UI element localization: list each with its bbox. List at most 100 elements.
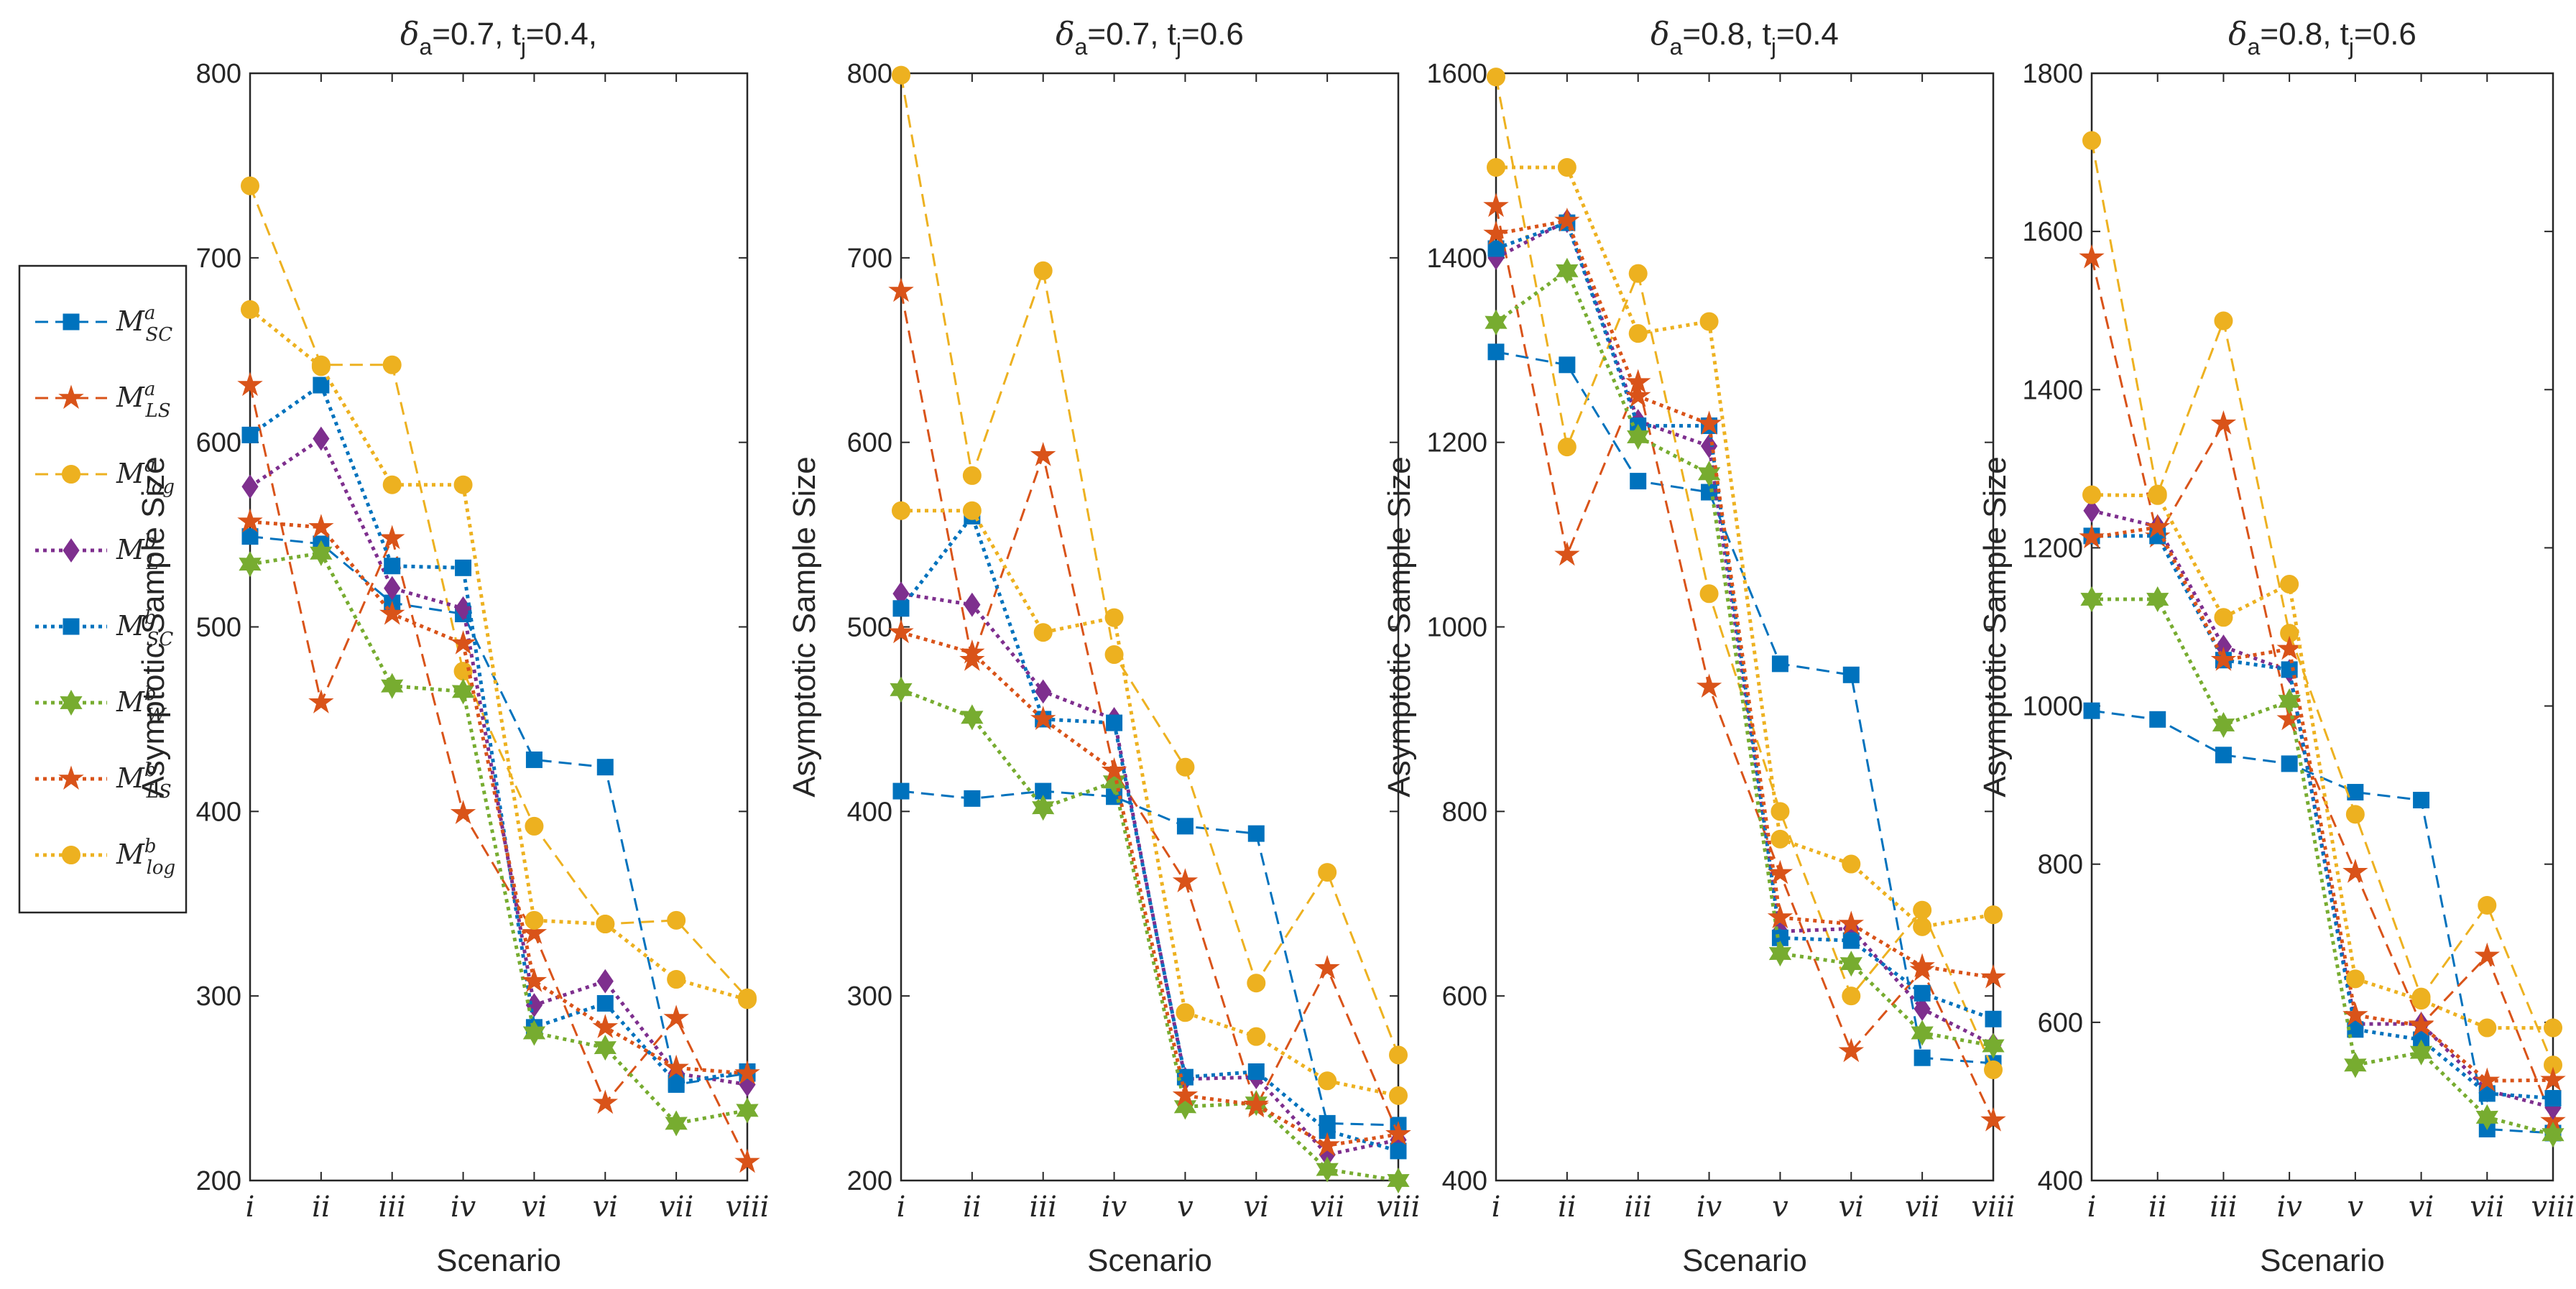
series-line	[901, 509, 1399, 1098]
data-point	[308, 514, 334, 538]
series-line	[2090, 140, 2554, 1066]
legend-label: Ma LS	[116, 379, 171, 422]
data-point	[888, 277, 914, 302]
data-point	[2544, 1090, 2562, 1107]
data-point	[1985, 1010, 2002, 1027]
data-point	[2345, 805, 2365, 824]
x-tick-label: vi	[522, 1191, 547, 1224]
x-tick-label: viii	[2531, 1191, 2575, 1224]
data-point	[592, 1089, 619, 1114]
data-point	[1980, 1106, 2006, 1132]
data-point	[2210, 410, 2237, 435]
series-MbLS	[888, 619, 1411, 1157]
data-point	[2347, 784, 2364, 801]
data-point	[450, 800, 476, 825]
data-point	[1913, 1049, 1931, 1066]
data-point	[1909, 953, 1935, 978]
y-tick-label: 600	[2038, 1008, 2083, 1038]
y-tick-label: 1000	[1426, 613, 1487, 643]
data-point	[959, 639, 985, 664]
series-line	[249, 384, 749, 1163]
y-tick-label: 800	[847, 59, 892, 89]
series-Mblog	[2082, 485, 2562, 1038]
data-point	[959, 647, 985, 671]
data-point	[1176, 757, 1195, 777]
y-tick-label: 300	[196, 981, 241, 1012]
data-point	[594, 1035, 617, 1061]
data-point	[1104, 608, 1124, 627]
y-tick-label: 1000	[2022, 692, 2083, 722]
data-point	[1625, 382, 1651, 407]
data-point	[2082, 131, 2101, 150]
x-tick-label: vi	[1244, 1191, 1269, 1224]
data-point	[1030, 706, 1056, 731]
data-point	[1106, 714, 1123, 731]
data-point	[241, 474, 259, 499]
series-MbW	[239, 540, 759, 1137]
data-point	[1387, 1167, 1410, 1194]
data-point	[2214, 311, 2233, 331]
series-line	[1495, 267, 1994, 1048]
data-point	[1033, 623, 1053, 642]
x-tick-label: iv	[2276, 1191, 2302, 1224]
data-point	[381, 673, 404, 699]
data-point	[384, 558, 401, 575]
data-point	[1913, 900, 1932, 920]
x-tick-label: viii	[726, 1191, 770, 1224]
y-tick-label: 800	[2038, 850, 2083, 880]
data-point	[1628, 324, 1648, 343]
data-point	[888, 619, 914, 644]
data-point	[734, 1148, 760, 1173]
legend-entry-Mblog: Mb log	[35, 836, 175, 879]
data-point	[313, 426, 330, 451]
data-point	[1101, 757, 1127, 782]
data-point	[1389, 1045, 1408, 1065]
data-point	[890, 676, 913, 703]
data-point	[1483, 193, 1509, 218]
data-point	[2079, 244, 2105, 269]
data-point	[1768, 941, 1792, 967]
legend-marker	[63, 313, 80, 331]
data-point	[1556, 257, 1579, 284]
data-point	[311, 357, 331, 376]
data-point	[1035, 679, 1052, 704]
data-point	[2474, 942, 2501, 967]
data-point	[2278, 688, 2301, 715]
data-point	[313, 376, 330, 394]
axes-box	[2090, 72, 2554, 1182]
x-tick-label: i	[897, 1191, 906, 1224]
data-point	[596, 969, 614, 994]
data-point	[1913, 917, 1932, 936]
y-tick-label: 600	[196, 428, 241, 458]
series-line	[2092, 534, 2554, 1100]
data-point	[1982, 1032, 2005, 1059]
data-point	[2210, 647, 2237, 671]
data-point	[2214, 608, 2233, 627]
data-point	[961, 704, 984, 731]
series-MbLS	[2079, 514, 2566, 1092]
series-MbLS	[237, 508, 760, 1085]
data-point	[241, 528, 259, 545]
data-point	[2345, 969, 2365, 989]
data-point	[455, 559, 472, 576]
data-point	[237, 371, 263, 397]
data-point	[1838, 910, 1865, 935]
data-point	[1627, 423, 1650, 451]
x-tick-label: i	[1492, 1191, 1501, 1224]
x-tick-label: ii	[312, 1191, 331, 1224]
data-point	[2408, 1012, 2434, 1037]
data-point	[2144, 514, 2171, 538]
y-tick-label: 400	[1442, 1166, 1487, 1196]
data-point	[962, 466, 982, 485]
data-point	[1771, 655, 1788, 673]
data-point	[964, 790, 981, 807]
x-tick-label: vii	[2470, 1191, 2504, 1224]
x-tick-label: i	[2087, 1191, 2097, 1224]
data-point	[1980, 964, 2006, 989]
data-point	[1699, 312, 1719, 331]
data-point	[892, 501, 910, 520]
data-point	[1771, 802, 1790, 821]
